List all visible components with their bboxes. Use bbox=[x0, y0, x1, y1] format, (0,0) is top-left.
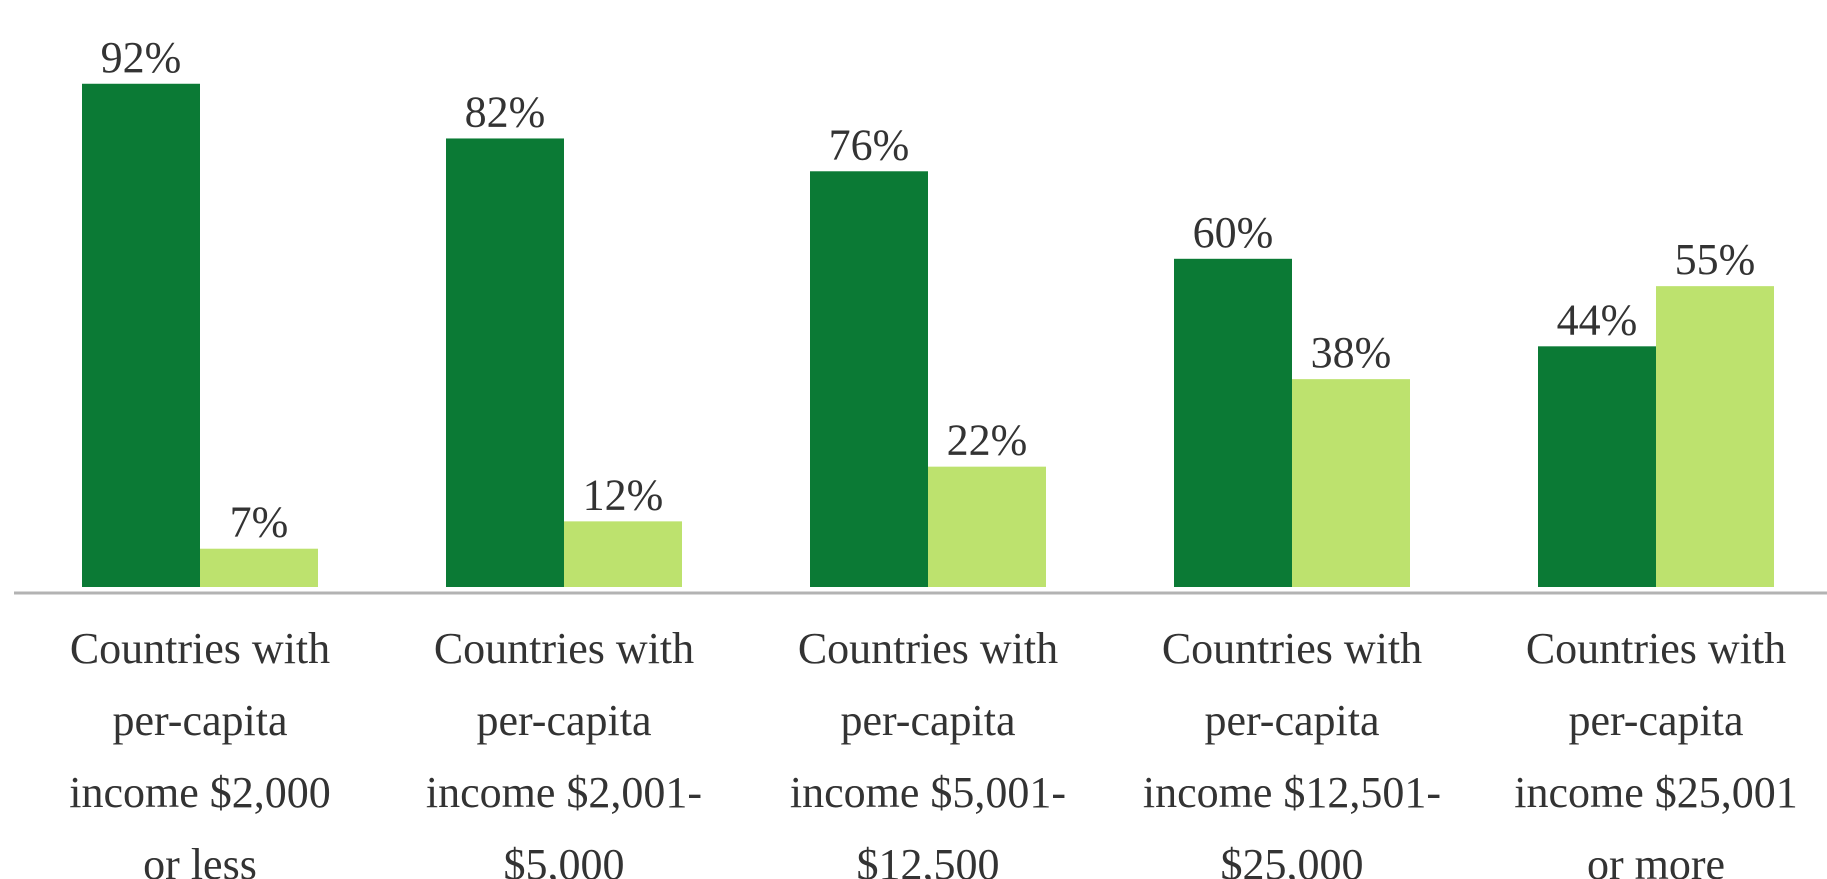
category-label-4-line-3: income $12,501- bbox=[1143, 768, 1441, 817]
category-label-4: Countries with per-capita income $12,501- $… bbox=[1143, 624, 1441, 879]
value-label-series2-cat1: 7% bbox=[230, 498, 289, 547]
bar-series2-cat5 bbox=[1656, 286, 1774, 587]
value-label-series2-cat4: 38% bbox=[1311, 328, 1392, 377]
value-label-series2-cat2: 12% bbox=[583, 470, 664, 519]
category-label-1-line-4: or less bbox=[143, 840, 257, 879]
category-label-2-line-1: Countries with bbox=[434, 624, 694, 673]
category-label-2-line-3: income $2,001- bbox=[426, 768, 702, 817]
category-label-5-line-4: or more bbox=[1587, 840, 1725, 879]
bar-series1-cat1 bbox=[82, 83, 200, 587]
category-labels-group: Countries with per-capita income $2,000 or … bbox=[69, 624, 1798, 879]
bar-series1-cat2 bbox=[446, 138, 564, 587]
bar-series1-cat4 bbox=[1174, 258, 1292, 587]
category-label-5: Countries with per-capita income $25,001 or… bbox=[1514, 624, 1798, 879]
category-label-5-line-1: Countries with bbox=[1526, 624, 1786, 673]
category-label-4-line-1: Countries with bbox=[1162, 624, 1422, 673]
category-label-4-line-2: per-capita bbox=[1205, 696, 1380, 745]
category-label-3-line-2: per-capita bbox=[841, 696, 1016, 745]
category-label-2-line-4: $5,000 bbox=[504, 840, 625, 879]
category-label-3: Countries with per-capita income $5,001- $1… bbox=[790, 624, 1066, 879]
category-label-1-line-3: income $2,000 bbox=[69, 768, 331, 817]
value-label-series1-cat2: 82% bbox=[465, 87, 546, 136]
value-label-series2-cat3: 22% bbox=[947, 416, 1028, 465]
value-label-series1-cat3: 76% bbox=[829, 120, 910, 169]
value-label-series2-cat5: 55% bbox=[1675, 235, 1756, 284]
bar-series2-cat3 bbox=[928, 466, 1046, 587]
category-label-1: Countries with per-capita income $2,000 or … bbox=[69, 624, 331, 879]
category-label-1-line-1: Countries with bbox=[70, 624, 330, 673]
category-label-2: Countries with per-capita income $2,001- $5… bbox=[426, 624, 702, 879]
bar-series2-cat2 bbox=[564, 521, 682, 587]
value-label-series1-cat4: 60% bbox=[1193, 208, 1274, 257]
category-label-1-line-2: per-capita bbox=[113, 696, 288, 745]
bar-series2-cat1 bbox=[200, 548, 318, 587]
category-label-3-line-3: income $5,001- bbox=[790, 768, 1066, 817]
bar-series1-cat3 bbox=[810, 171, 928, 587]
bars-group bbox=[82, 83, 1774, 587]
value-label-series1-cat5: 44% bbox=[1557, 295, 1638, 344]
bar-series2-cat4 bbox=[1292, 379, 1410, 587]
category-label-3-line-4: $12,500 bbox=[857, 840, 1000, 879]
category-label-5-line-3: income $25,001 bbox=[1514, 768, 1798, 817]
category-label-3-line-1: Countries with bbox=[798, 624, 1058, 673]
category-label-2-line-2: per-capita bbox=[477, 696, 652, 745]
bar-series1-cat5 bbox=[1538, 346, 1656, 587]
category-label-4-line-4: $25,000 bbox=[1221, 840, 1364, 879]
value-labels-group: 92% 82% 76% 60% 44% 7% 12% 22% 38% 55% bbox=[101, 33, 1756, 547]
value-label-series1-cat1: 92% bbox=[101, 33, 182, 82]
category-label-5-line-2: per-capita bbox=[1569, 696, 1744, 745]
